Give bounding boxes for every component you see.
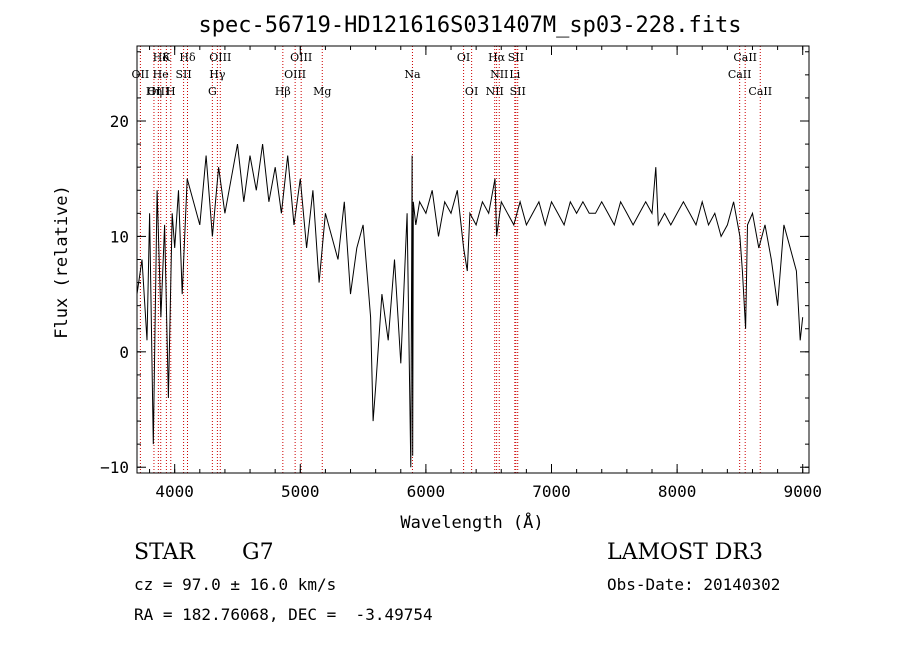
line-label: NII <box>490 68 508 81</box>
line-label: OIII <box>209 51 231 64</box>
line-label: G <box>208 85 217 98</box>
y-tick-label: 20 <box>110 112 129 131</box>
line-label: Hγ <box>209 68 226 81</box>
y-tick-label: −10 <box>100 458 129 477</box>
line-label: Hδ <box>179 51 196 64</box>
line-label: Hη <box>146 85 162 98</box>
line-label: OI <box>465 85 478 98</box>
x-tick-label: 4000 <box>155 482 194 501</box>
x-axis-label: Wavelength (Å) <box>400 511 543 533</box>
line-label: NII <box>486 85 504 98</box>
line-label: OIII <box>284 68 306 81</box>
survey-name: LAMOST DR3 <box>607 540 763 565</box>
line-label: He <box>153 68 169 81</box>
line-label: CaII <box>748 85 772 98</box>
x-tick-label: 6000 <box>407 482 446 501</box>
coordinates: RA = 182.76068, DEC = -3.49754 <box>134 605 433 624</box>
line-label: SII <box>508 51 524 64</box>
line-label: SII <box>175 68 191 81</box>
x-tick-label: 9000 <box>783 482 822 501</box>
line-label: Na <box>404 68 421 81</box>
line-label: Mg <box>313 85 331 98</box>
observation-date: Obs-Date: 20140302 <box>607 575 781 594</box>
x-tick-label: 8000 <box>658 482 697 501</box>
plot-frame <box>136 45 810 474</box>
line-label: SII <box>510 85 526 98</box>
spectrum-line <box>136 144 804 468</box>
line-label: Hβ <box>275 85 291 98</box>
line-label: Hα <box>488 51 506 64</box>
line-label: Hδ <box>153 51 170 64</box>
y-axis-label: Flux (relative) <box>52 185 72 339</box>
object-type: STAR <box>134 540 195 565</box>
redshift-velocity: cz = 97.0 ± 16.0 km/s <box>134 575 337 594</box>
line-label: CaII <box>733 51 757 64</box>
emission-line-markers <box>139 46 761 473</box>
line-label: H <box>166 85 176 98</box>
y-axis-ticks: −10 0 10 20 <box>100 51 809 477</box>
line-label: OI <box>457 51 470 64</box>
spectral-subclass: G7 <box>242 540 274 565</box>
line-label: OIII <box>147 85 169 98</box>
x-tick-label: 7000 <box>532 482 571 501</box>
line-label: K <box>162 51 171 64</box>
chart-title: spec-56719-HD121616S031407M_sp03-228.fit… <box>198 13 741 38</box>
line-label: OIII <box>290 51 312 64</box>
x-tick-label: 5000 <box>281 482 320 501</box>
y-tick-label: 10 <box>110 227 129 246</box>
x-axis-ticks: 4000 5000 6000 7000 8000 9000 <box>149 46 822 501</box>
line-label: Li <box>509 68 520 81</box>
y-tick-label: 0 <box>119 343 129 362</box>
line-label: CaII <box>728 68 752 81</box>
